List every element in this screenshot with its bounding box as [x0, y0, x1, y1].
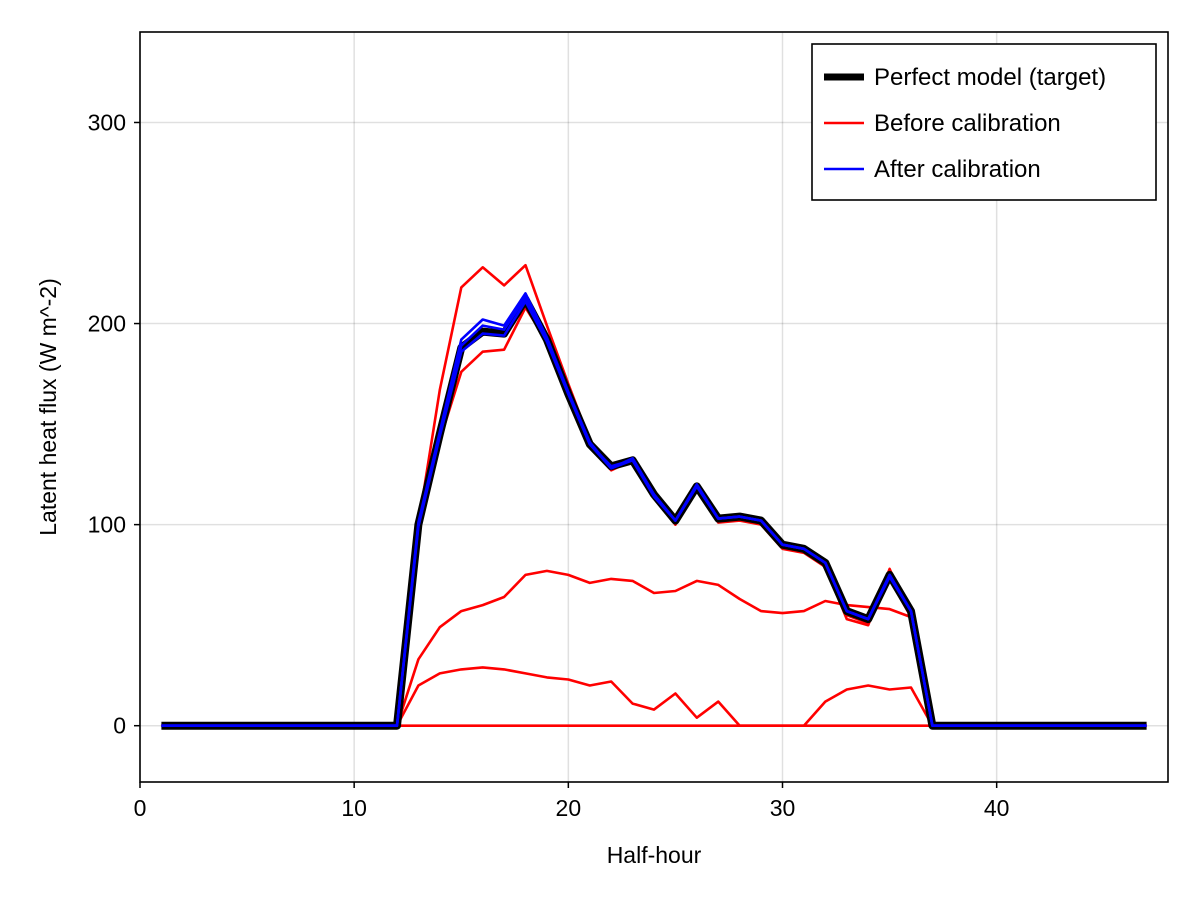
legend: Perfect model (target) Before calibratio… [811, 43, 1157, 201]
x-tick-label: 10 [341, 795, 367, 821]
y-axis-title: Latent heat flux (W m^-2) [35, 278, 61, 536]
x-axis-title: Half-hour [607, 842, 702, 868]
y-tick-label: 100 [88, 512, 126, 538]
legend-label-after: After calibration [874, 156, 1041, 183]
axes: 0 10 20 30 40 0 100 200 300 [88, 109, 1010, 821]
x-tick-label: 0 [134, 795, 147, 821]
legend-label-target: Perfect model (target) [874, 64, 1106, 91]
legend-box [811, 43, 1157, 201]
legend-label-before: Before calibration [874, 110, 1061, 137]
plot-frame [139, 31, 1169, 783]
series-line-after-8 [161, 300, 1147, 728]
y-tick-label: 0 [113, 713, 126, 739]
x-tick-label: 30 [770, 795, 796, 821]
y-tick-label: 300 [88, 109, 126, 135]
x-tick-label: 20 [556, 795, 582, 821]
x-tick-label: 40 [984, 795, 1010, 821]
y-tick-label: 200 [88, 311, 126, 337]
series-group [161, 263, 1147, 730]
